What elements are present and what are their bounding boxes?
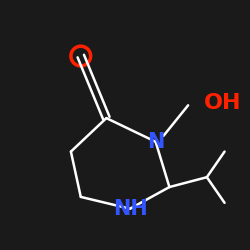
Text: N: N [147,132,164,152]
Text: OH: OH [204,93,242,113]
Text: NH: NH [113,199,148,219]
